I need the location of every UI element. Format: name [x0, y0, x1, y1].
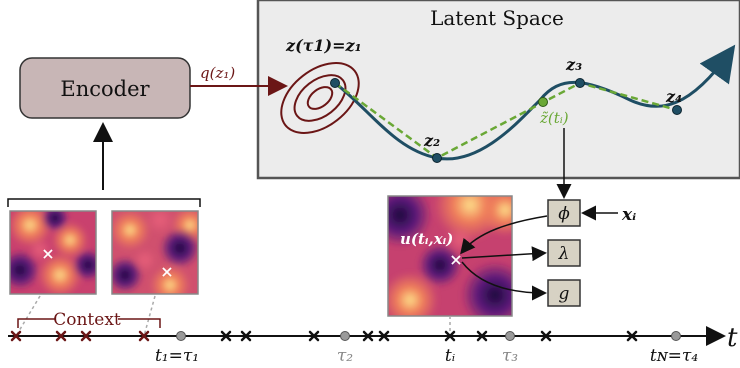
query-point-marker: ×: [449, 250, 462, 269]
context-image-2: [112, 211, 198, 294]
z4-label: z₄: [665, 87, 682, 106]
tick-label-tN: tɴ=τ₄: [650, 346, 698, 366]
context-image-1-frame: [9, 210, 97, 295]
z3-label: z₃: [565, 55, 582, 74]
context-drop-line-1: [15, 295, 41, 337]
latent-point-z3: [575, 78, 585, 88]
u-label: u(tᵢ,xᵢ): [400, 230, 453, 248]
latent-point-z1: [330, 78, 340, 88]
phi-box: ϕ: [547, 199, 581, 227]
latent-point-z4: [672, 105, 682, 115]
context-label-bracket: [17, 318, 161, 328]
tau3-marker: [505, 331, 515, 341]
context-label: Context: [53, 310, 121, 330]
tau1-marker: [176, 331, 186, 341]
lambda-box: λ: [547, 239, 581, 267]
latent-space-title: Latent Space: [430, 6, 564, 30]
encoder-label: Encoder: [60, 77, 150, 101]
latent-point-z2: [432, 153, 442, 163]
interp-label: z̃(tᵢ): [539, 109, 569, 127]
point-to-lambda-arrow: [461, 246, 547, 262]
time-axis-label: t: [727, 323, 738, 353]
tick-label-tau2: τ₂: [337, 346, 353, 366]
latent-space-background: [256, 0, 740, 180]
context-drop-line-2: [143, 295, 156, 337]
phi-label: ϕ: [558, 204, 570, 224]
g-box: g: [547, 279, 581, 307]
context-marker-1: ×: [41, 244, 54, 263]
latent-space-panel: Latent Space z(τ1)=z₁ z₂ z₃ z₄ z̃(tᵢ): [256, 0, 740, 180]
tick-label-tau3: τ₃: [502, 346, 518, 366]
encoder-block: Encoder: [19, 57, 191, 119]
context-image-1: [10, 211, 96, 294]
tau2-marker: [340, 331, 350, 341]
phi-to-point-arrow: [460, 215, 548, 255]
tau4-marker: [671, 331, 681, 341]
context-image-2-frame: [111, 210, 199, 295]
tick-label-ti: tᵢ: [445, 346, 455, 366]
field-map: [388, 196, 512, 316]
x-input-label: xᵢ: [621, 205, 636, 225]
context-bracket: [7, 198, 201, 207]
timeline: t t₁=τ₁ τ₂ tᵢ τ₃ tɴ=τ₄: [8, 323, 738, 366]
point-to-g-arrow: [461, 261, 547, 301]
tick-label-t1: t₁=τ₁: [155, 346, 199, 366]
posterior-label: q(z₁): [200, 64, 235, 82]
lambda-label: λ: [558, 244, 570, 264]
posterior-ellipses: [280, 62, 360, 134]
z2-label: z₂: [423, 131, 440, 150]
context-marker-2: ×: [160, 262, 173, 281]
interp-point: [538, 97, 548, 107]
encoder-box: [19, 57, 191, 119]
z-tau1-label: z(τ1)=z₁: [285, 36, 362, 55]
observation-marks: [10, 330, 638, 342]
g-label: g: [559, 284, 570, 304]
